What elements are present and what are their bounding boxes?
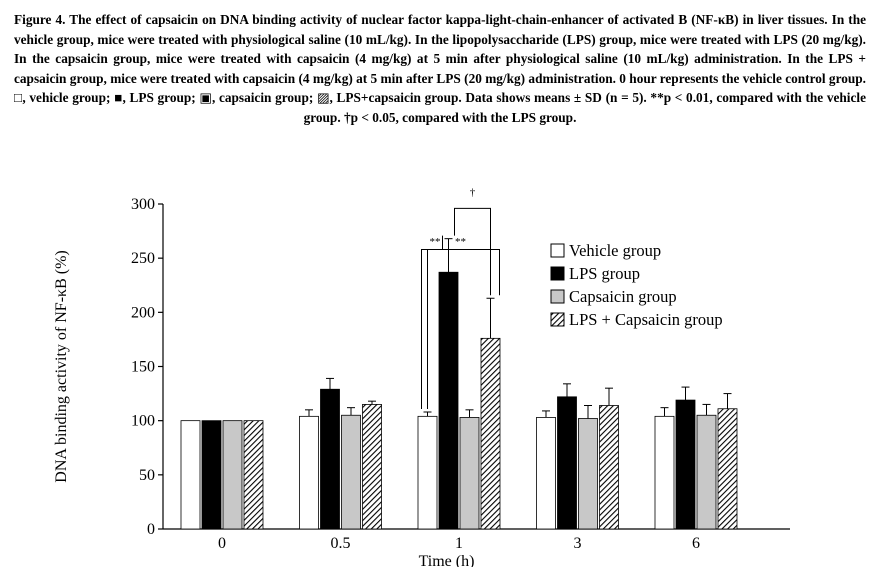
significance-label: ** — [430, 236, 441, 248]
legend-label: LPS + Capsaicin group — [569, 310, 723, 329]
legend-label: LPS group — [569, 264, 640, 283]
bar — [654, 415, 675, 530]
bar — [599, 405, 619, 530]
bar — [438, 271, 459, 530]
bar — [578, 418, 598, 530]
bar — [341, 414, 361, 530]
bar — [362, 404, 382, 530]
bar — [320, 388, 340, 530]
bar-marks — [180, 271, 738, 530]
legend-swatch — [550, 243, 565, 258]
bar — [417, 415, 438, 530]
bar — [557, 396, 577, 530]
y-tick-label: 50 — [139, 467, 155, 484]
significance-bracket — [421, 249, 500, 409]
x-tick-label: 1 — [455, 535, 463, 552]
y-tick-label: 250 — [131, 250, 155, 267]
y-axis-title: DNA binding activity of NF-κB (%) — [53, 250, 70, 482]
x-axis-title: Time (h) — [419, 553, 475, 567]
x-tick-label: 6 — [692, 535, 700, 552]
y-tick-label: 300 — [131, 196, 155, 213]
x-tick-label: 3 — [574, 535, 582, 552]
bar — [180, 420, 201, 530]
bar — [243, 420, 264, 530]
bar — [717, 408, 738, 530]
x-tick-label: 0 — [218, 535, 226, 552]
bar — [459, 417, 480, 530]
significance-label: † — [470, 186, 476, 198]
chart-legend: Vehicle group LPS group Capsaicin group LPS… — [550, 241, 723, 329]
x-tick-label: 0.5 — [331, 535, 351, 552]
error-bars — [305, 238, 732, 419]
bar — [675, 399, 696, 530]
y-tick-label: 150 — [131, 359, 155, 376]
figure-caption: Figure 4. The effect of capsaicin on DNA… — [14, 12, 866, 125]
legend-swatch — [550, 312, 565, 327]
y-tick-label: 100 — [131, 413, 155, 430]
bar — [222, 420, 243, 530]
bar — [536, 417, 556, 530]
bar — [201, 420, 222, 530]
y-tick-label: 200 — [131, 304, 155, 321]
chart-axes: 0 50 100 150 200 250 300 0 0.5 1 3 6 Time (h) DNA bin… — [53, 196, 790, 567]
legend-swatch — [550, 266, 565, 281]
legend-label: Capsaicin group — [569, 287, 677, 306]
y-tick-label: 0 — [147, 521, 155, 538]
legend-swatch — [550, 289, 565, 304]
significance-bracket — [454, 207, 491, 296]
bar — [480, 337, 501, 530]
bar — [299, 415, 319, 530]
significance-label: ** — [455, 236, 466, 248]
significance-annotations: ** ** † — [421, 186, 500, 409]
bar — [696, 414, 717, 530]
legend-label: Vehicle group — [569, 241, 661, 260]
